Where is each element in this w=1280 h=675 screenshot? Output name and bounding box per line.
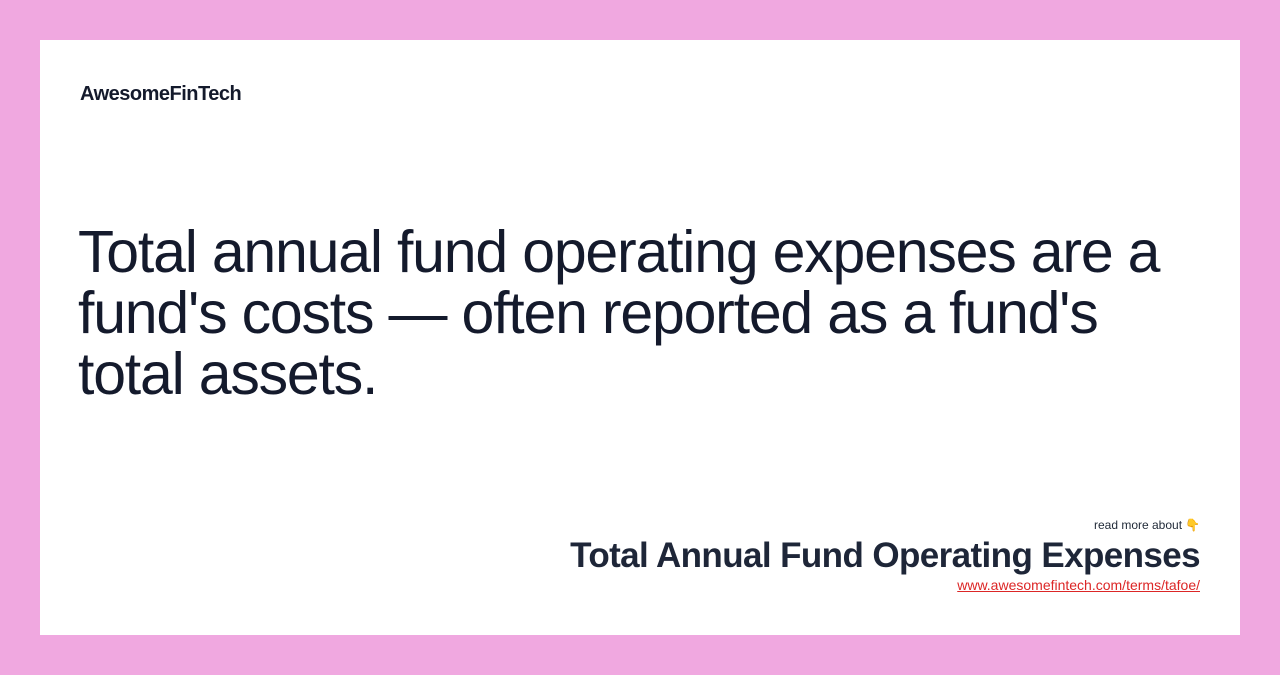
- read-more-label: read more about: [1093, 518, 1183, 532]
- pointing-down-icon: 👇: [1185, 518, 1200, 532]
- footer: read more about 👇 Total Annual Fund Opera…: [570, 517, 1200, 595]
- read-more: read more about 👇: [570, 517, 1200, 533]
- term-link[interactable]: www.awesomefintech.com/terms/tafoe/: [957, 577, 1200, 593]
- term-title: Total Annual Fund Operating Expenses: [570, 536, 1200, 575]
- brand-logo: AwesomeFinTech: [80, 83, 242, 105]
- card: AwesomeFinTech Total annual fund operati…: [40, 40, 1240, 635]
- headline: Total annual fund operating expenses are…: [78, 219, 1160, 407]
